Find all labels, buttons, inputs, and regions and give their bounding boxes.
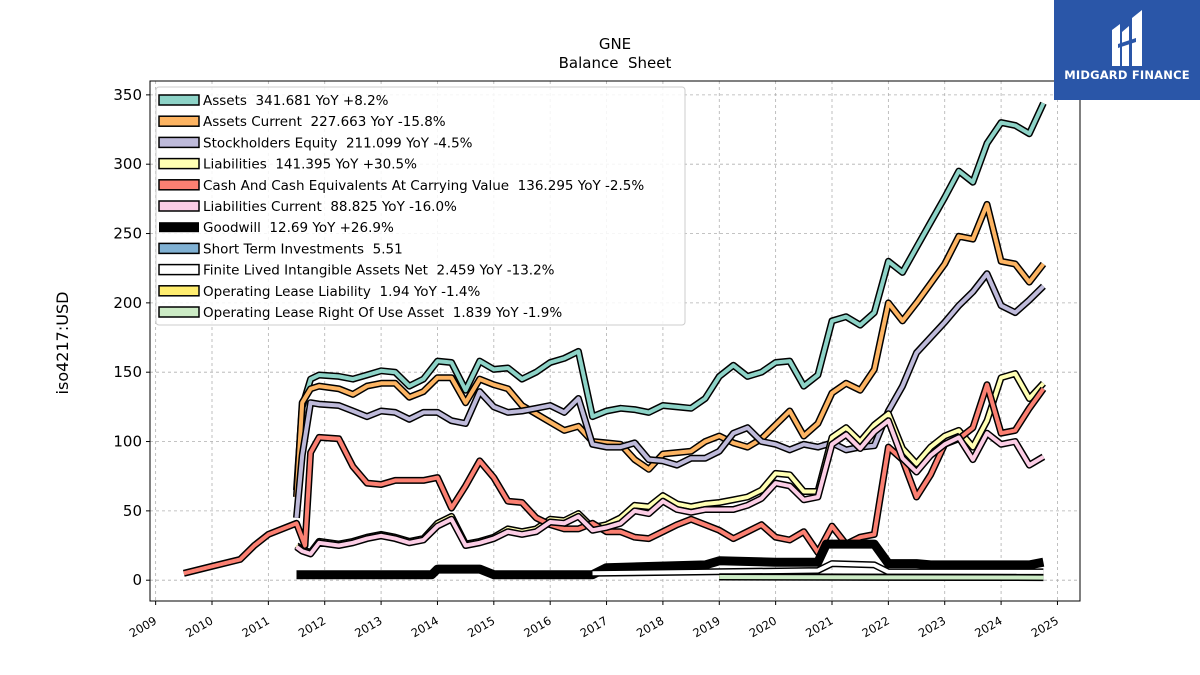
legend-swatch xyxy=(158,242,200,255)
y-tick-label: 150 xyxy=(113,363,142,381)
y-tick-label: 300 xyxy=(113,155,142,173)
legend-swatch xyxy=(158,306,200,318)
y-tick-label: 200 xyxy=(113,294,142,312)
x-tick-label: 2025 xyxy=(1029,613,1061,640)
legend: Assets 341.681 YoY +8.2% Assets Current 2… xyxy=(155,86,686,326)
series-line xyxy=(294,271,1045,518)
legend-label: Assets 341.681 YoY +8.2% xyxy=(203,93,389,109)
legend-swatch xyxy=(159,222,199,233)
legend-label: Liabilities 141.395 YoY +30.5% xyxy=(203,157,417,173)
legend-swatch xyxy=(158,157,200,170)
x-tick-label: 2013 xyxy=(352,613,384,640)
legend-item: Stockholders Equity 211.099 YoY -4.5% xyxy=(158,135,473,151)
logo-text: MIDGARD FINANCE xyxy=(1064,68,1190,82)
x-tick-label: 2024 xyxy=(972,613,1004,640)
legend-item: Liabilities Current 88.825 YoY -16.0% xyxy=(158,199,457,215)
series-line xyxy=(296,539,1045,580)
chart-subtitle: Balance Sheet xyxy=(559,54,672,72)
series-line xyxy=(295,418,1045,556)
x-tick-label: 2009 xyxy=(127,613,159,640)
series-goodwill xyxy=(296,539,1045,580)
series-finite-lived-intangible-assets-net xyxy=(592,560,1044,577)
series-line xyxy=(719,575,1044,580)
y-tick-label: 0 xyxy=(132,571,142,589)
legend-item: Operating Lease Right Of Use Asset 1.839… xyxy=(158,305,562,321)
series-assets-current xyxy=(293,200,1047,498)
chart-title: GNE xyxy=(599,35,631,53)
legend-swatch xyxy=(158,200,200,212)
legend-swatch xyxy=(158,94,200,106)
midgard-finance-logo: MIDGARD FINANCE xyxy=(1054,0,1200,100)
legend-item: Cash And Cash Equivalents At Carrying Va… xyxy=(158,178,644,194)
series-assets xyxy=(293,101,1047,491)
x-tick-label: 2017 xyxy=(578,613,610,640)
legend-item: Finite Lived Intangible Assets Net 2.459… xyxy=(158,263,555,279)
y-tick-label: 100 xyxy=(113,433,142,451)
series-operating-lease-right-of-use-asset xyxy=(719,573,1044,582)
legend-label: Short Term Investments 5.51 xyxy=(203,241,403,257)
legend-swatch xyxy=(158,263,200,276)
x-tick-label: 2014 xyxy=(409,613,441,640)
legend-label: Assets Current 227.663 YoY -15.8% xyxy=(203,114,446,130)
legend-label: Operating Lease Right Of Use Asset 1.839… xyxy=(203,305,562,321)
x-tick-label: 2018 xyxy=(634,613,666,640)
series-line-outline xyxy=(294,417,1046,558)
plot-frame xyxy=(149,80,1081,602)
legend-swatch xyxy=(158,285,200,297)
legend-label: Stockholders Equity 211.099 YoY -4.5% xyxy=(203,135,473,151)
legend-label: Operating Lease Liability 1.94 YoY -1.4% xyxy=(203,284,480,300)
series-line xyxy=(183,382,1046,576)
legend-swatch xyxy=(158,179,200,191)
x-tick-label: 2020 xyxy=(747,613,779,640)
y-axis-label: iso4217:USD xyxy=(53,292,72,395)
legend-label: Liabilities Current 88.825 YoY -16.0% xyxy=(203,199,457,215)
legend-item: Assets Current 227.663 YoY -15.8% xyxy=(158,114,446,130)
legend-swatch xyxy=(158,136,200,149)
y-tick-label: 250 xyxy=(113,225,142,243)
x-tick-label: 2010 xyxy=(183,613,215,640)
legend-item: Liabilities 141.395 YoY +30.5% xyxy=(158,157,417,173)
x-tick-label: 2022 xyxy=(860,613,892,640)
legend-item: Goodwill 12.69 YoY +26.9% xyxy=(159,220,394,236)
y-tick-label: 350 xyxy=(113,86,142,104)
series-stockholders-equity xyxy=(293,270,1046,519)
series-line xyxy=(294,202,1045,498)
series-line xyxy=(592,561,1044,576)
legend-item: Short Term Investments 5.51 xyxy=(158,241,403,257)
legend-item: Assets 341.681 YoY +8.2% xyxy=(158,93,389,109)
legend-label: Finite Lived Intangible Assets Net 2.459… xyxy=(203,263,555,279)
series-liabilities-current xyxy=(294,417,1046,558)
legend-frame xyxy=(155,86,686,326)
x-tick-label: 2015 xyxy=(465,613,497,640)
x-tick-label: 2016 xyxy=(521,613,553,640)
legend-item: Operating Lease Liability 1.94 YoY -1.4% xyxy=(158,284,480,300)
x-tick-label: 2019 xyxy=(690,613,722,640)
y-tick-label: 50 xyxy=(123,502,142,520)
legend-label: Goodwill 12.69 YoY +26.9% xyxy=(203,220,394,236)
legend-label: Cash And Cash Equivalents At Carrying Va… xyxy=(203,178,644,194)
series-layer xyxy=(182,101,1047,582)
series-cash-and-cash-equivalents-at-carrying-value xyxy=(182,381,1047,577)
x-tick-label: 2011 xyxy=(240,613,272,640)
x-tick-label: 2021 xyxy=(803,613,835,640)
logo-mark-icon xyxy=(1112,10,1142,66)
legend-swatch xyxy=(158,115,200,127)
series-line xyxy=(294,102,1046,491)
x-tick-label: 2023 xyxy=(916,613,948,640)
x-tick-label: 2012 xyxy=(296,613,328,640)
